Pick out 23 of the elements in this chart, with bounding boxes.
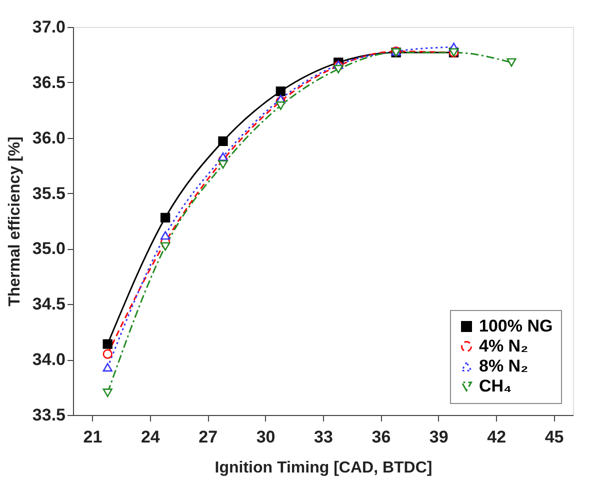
legend-label: 8% N₂ [479, 356, 528, 376]
y-axis-title: Thermal efficiency [%] [6, 136, 24, 306]
y-tick-label: 34.5 [32, 294, 66, 314]
y-tick-label: 33.5 [32, 406, 66, 424]
x-tick-label: 39 [429, 428, 448, 446]
y-tick-label: 37.0 [32, 18, 66, 36]
x-tick-label: 42 [487, 428, 506, 446]
y-tick-label: 34.0 [32, 350, 66, 370]
x-axis-title: Ignition Timing [CAD, BTDC] [214, 460, 432, 476]
y-tick-label: 36.0 [32, 128, 66, 148]
x-tick-label: 24 [140, 428, 160, 446]
x-tick-label: 21 [83, 428, 102, 446]
x-tick-label: 30 [256, 428, 276, 446]
legend-label: 100% NG [479, 316, 553, 336]
y-tick-label: 36.5 [32, 72, 66, 92]
y-tick-label: 35.0 [32, 239, 66, 258]
legend-label: CH₄ [479, 376, 512, 396]
x-tick-label: 33 [314, 428, 333, 446]
x-tick-label: 27 [198, 428, 218, 446]
y-tick-label: 35.5 [32, 184, 66, 203]
x-tick-label: 36 [372, 428, 391, 446]
legend-label: 4% N₂ [479, 336, 528, 356]
x-tick-label: 45 [544, 428, 564, 446]
